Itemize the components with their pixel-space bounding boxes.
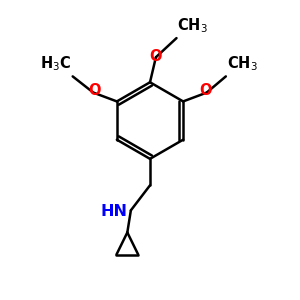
Text: HN: HN — [100, 204, 127, 219]
Text: CH$_3$: CH$_3$ — [227, 55, 257, 74]
Text: O: O — [88, 83, 100, 98]
Text: O: O — [149, 49, 161, 64]
Text: H$_3$C: H$_3$C — [40, 55, 71, 74]
Text: CH$_3$: CH$_3$ — [177, 16, 208, 34]
Text: O: O — [200, 83, 212, 98]
